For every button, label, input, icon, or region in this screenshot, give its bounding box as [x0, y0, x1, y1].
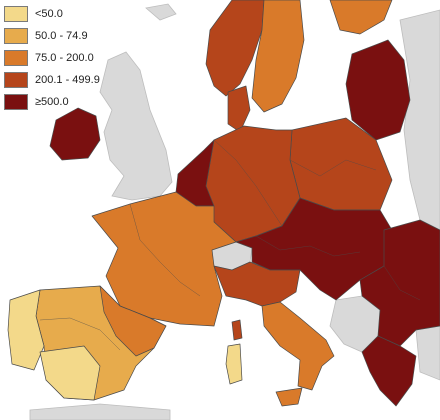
- region-ireland: [49, 107, 101, 161]
- region-sardinia: [225, 343, 243, 385]
- region-north-africa: [29, 403, 171, 420]
- region-italy-south: [261, 301, 335, 391]
- legend-swatch: [4, 93, 28, 110]
- region-norway: [205, 0, 265, 97]
- legend-swatch: [4, 49, 28, 66]
- legend-swatch: [4, 5, 28, 22]
- region-sweden: [251, 0, 305, 113]
- border-line: [129, 203, 201, 297]
- legend-item: 200.1 - 499.9: [4, 70, 100, 89]
- legend-label: 75.0 - 200.0: [35, 51, 94, 64]
- legend-swatch: [4, 27, 28, 44]
- legend-item: <50.0: [4, 4, 100, 23]
- border-line: [213, 139, 283, 227]
- region-north-island: [145, 3, 177, 21]
- legend-item: 50.0 - 74.9: [4, 26, 100, 45]
- internal-borders: [39, 139, 421, 351]
- region-italy-north: [213, 261, 301, 307]
- legend-swatch: [4, 71, 28, 88]
- region-corsica: [231, 319, 243, 341]
- region-spain-northeast: [99, 285, 167, 357]
- region-greece: [361, 335, 417, 407]
- region-spain-south: [39, 345, 101, 401]
- region-great-britain: [99, 51, 173, 201]
- region-baltics: [345, 39, 411, 141]
- region-east: [399, 9, 440, 231]
- legend-label: 200.1 - 499.9: [35, 73, 100, 86]
- border-line: [289, 159, 377, 177]
- border-line: [39, 317, 121, 351]
- region-portugal: [7, 289, 45, 371]
- data-regions: [7, 0, 440, 407]
- legend: <50.0 50.0 - 74.9 75.0 - 200.0 200.1 - 4…: [4, 4, 100, 111]
- legend-label: <50.0: [35, 7, 63, 20]
- border-line: [255, 235, 361, 257]
- region-denmark: [227, 85, 251, 133]
- legend-item: ≥500.0: [4, 92, 100, 111]
- legend-item: 75.0 - 200.0: [4, 48, 100, 67]
- legend-label: 50.0 - 74.9: [35, 29, 88, 42]
- region-turkey: [415, 325, 440, 381]
- region-finland: [329, 0, 393, 35]
- region-sicily: [275, 387, 303, 407]
- border-line: [383, 265, 421, 301]
- legend-label: ≥500.0: [35, 95, 69, 108]
